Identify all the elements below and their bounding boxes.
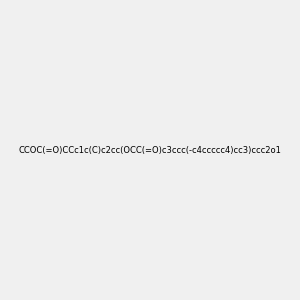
Text: CCOC(=O)CCc1c(C)c2cc(OCC(=O)c3ccc(-c4ccccc4)cc3)ccc2o1: CCOC(=O)CCc1c(C)c2cc(OCC(=O)c3ccc(-c4ccc… bbox=[19, 146, 281, 154]
